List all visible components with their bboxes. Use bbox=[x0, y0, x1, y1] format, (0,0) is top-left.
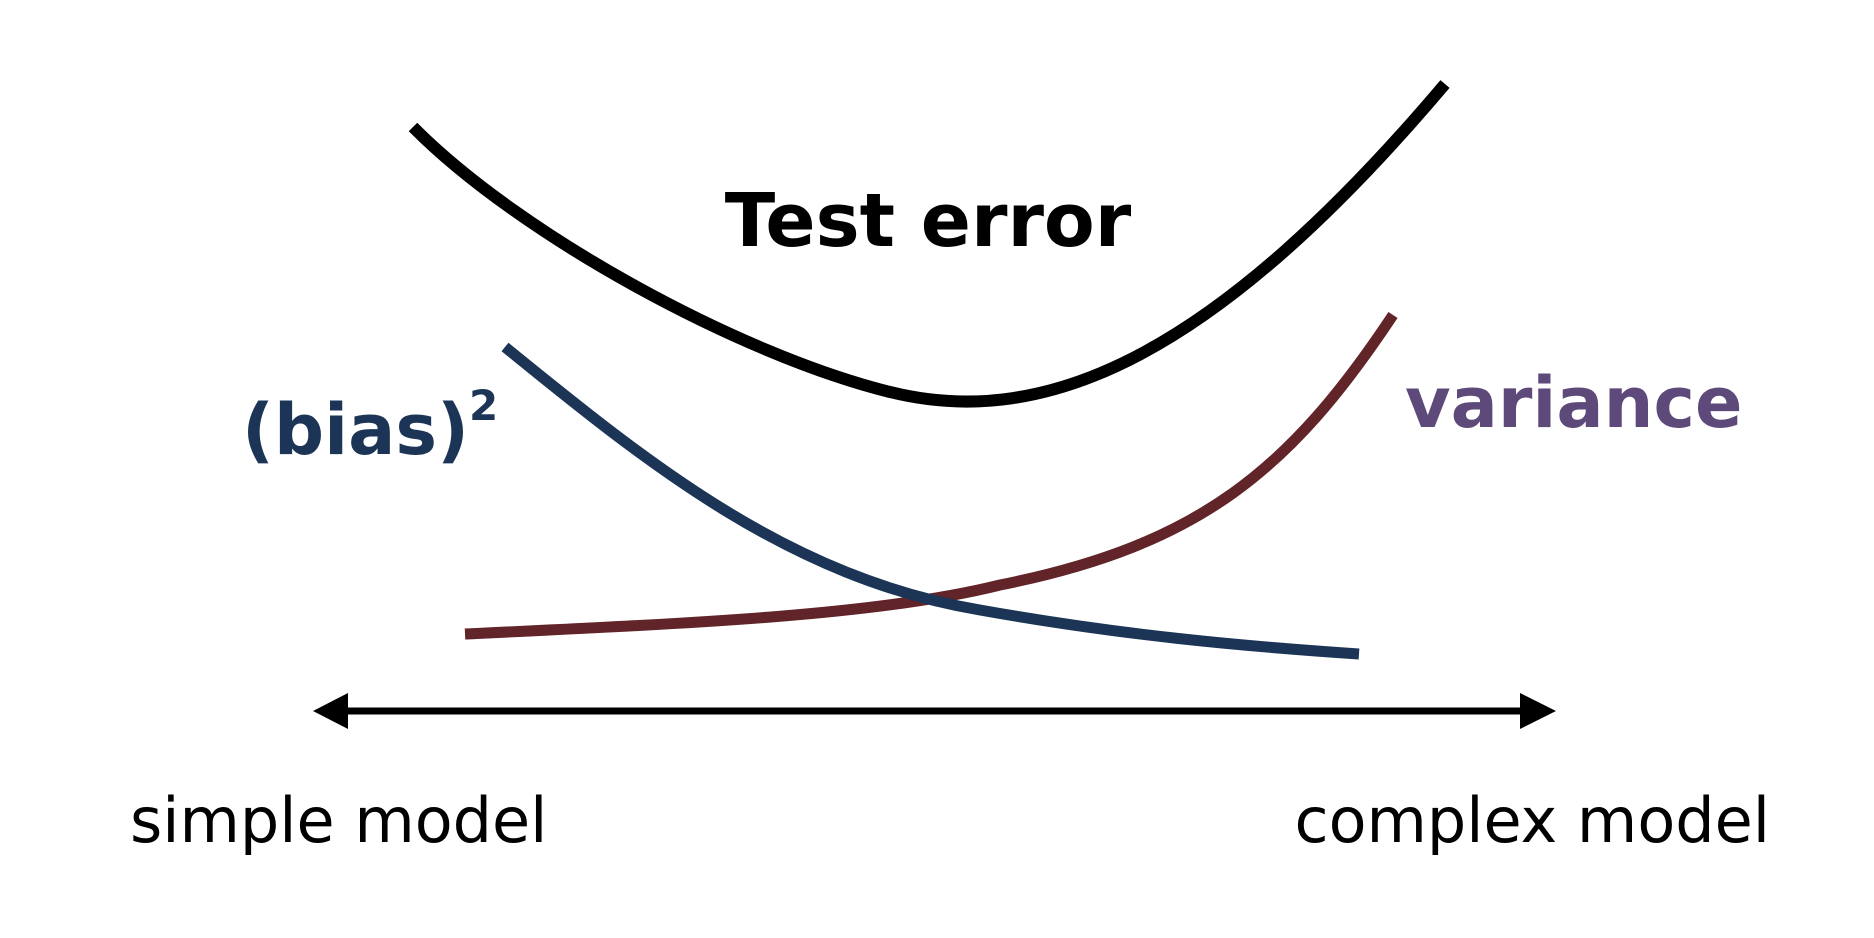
variance-label: variance bbox=[1405, 362, 1742, 444]
variance-curve bbox=[464, 311, 1398, 640]
bias-label-superscript: 2 bbox=[469, 381, 498, 430]
bias-label: (bias)2 bbox=[242, 381, 498, 471]
complexity-axis-arrow bbox=[313, 693, 1556, 729]
bias-curve bbox=[501, 342, 1360, 660]
arrow-right-head bbox=[1520, 693, 1556, 729]
complex-model-label: complex model bbox=[1294, 784, 1770, 857]
simple-model-label: simple model bbox=[130, 784, 547, 857]
arrow-left-head bbox=[313, 693, 348, 729]
test-error-label: Test error bbox=[725, 178, 1132, 264]
test-error-curve bbox=[408, 80, 1450, 408]
bias-label-text: (bias) bbox=[242, 389, 469, 471]
